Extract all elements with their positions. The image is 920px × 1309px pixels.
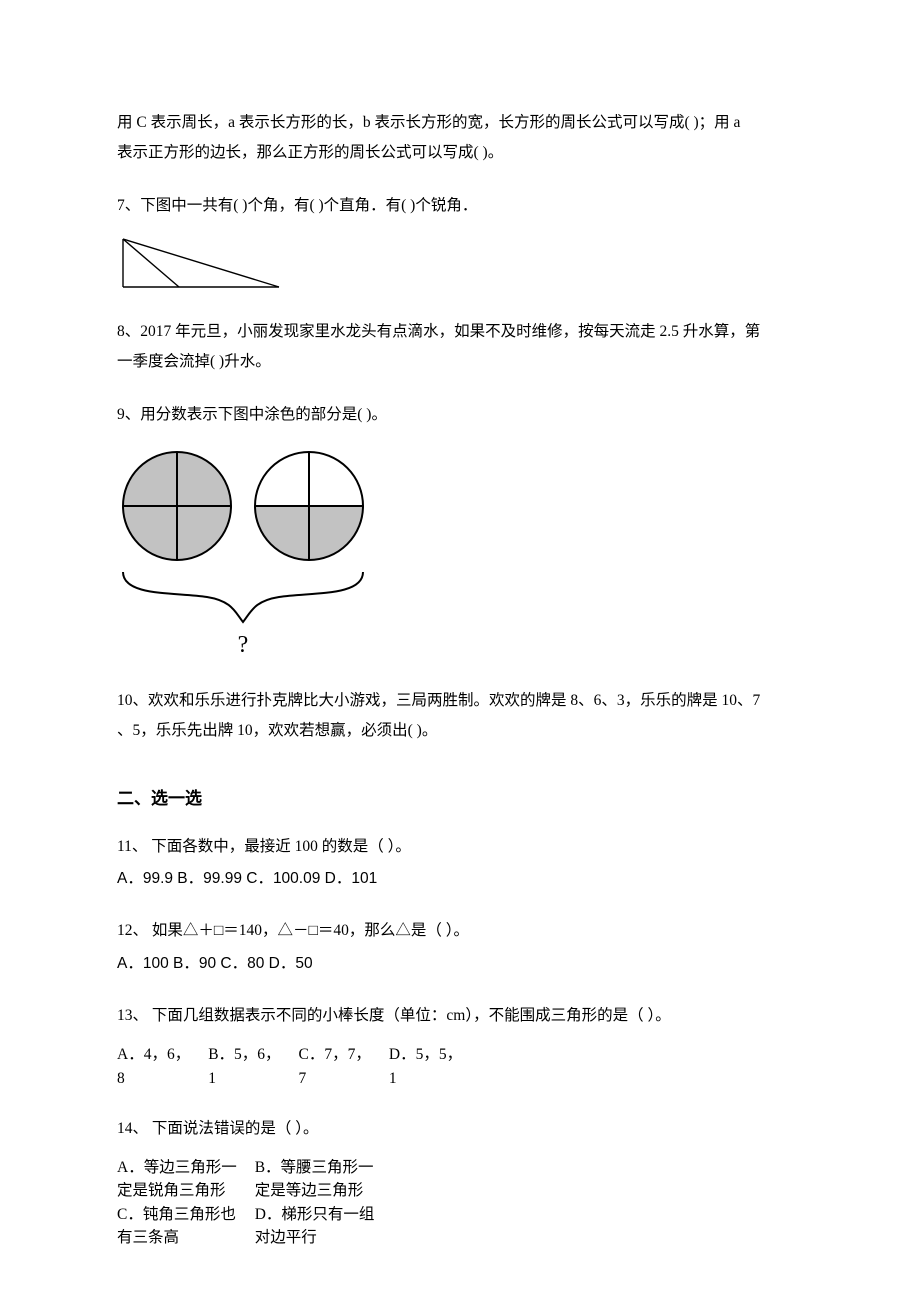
q8-line1: 8、2017 年元旦，小丽发现家里水龙头有点滴水，如果不及时维修，按每天流走 2… <box>117 319 803 345</box>
q7-figure <box>117 233 803 293</box>
q14-opt-b1: B．等腰三角形一 <box>255 1156 393 1179</box>
q13-opt-d1: D．5，5， <box>389 1043 480 1066</box>
q14-opt-c1: C．钝角三角形也 <box>117 1203 255 1226</box>
q12-stem: 12、 如果△＋□＝140，△－□＝40，那么△是（ ）。 <box>117 918 803 944</box>
q13-opt-c1: C．7，7， <box>299 1043 389 1066</box>
q14-options: A．等边三角形一 B．等腰三角形一 定是锐角三角形 定是等边三角形 C．钝角三角… <box>117 1156 392 1249</box>
q9-qmark: ? <box>238 632 249 658</box>
q14-opt-d1: D．梯形只有一组 <box>255 1203 393 1226</box>
q13-opt-d2: 1 <box>389 1067 480 1090</box>
q13-opt-b2: 1 <box>208 1067 298 1090</box>
intro-line1: 用 C 表示周长，a 表示长方形的长，b 表示长方形的宽，长方形的周长公式可以写… <box>117 110 803 136</box>
q14-stem: 14、 下面说法错误的是（ ）。 <box>117 1116 803 1142</box>
q12-options: A．100 B．90 C．80 D．50 <box>117 951 803 977</box>
q13-opt-b1: B．5，6， <box>208 1043 298 1066</box>
q14-opt-c2: 有三条高 <box>117 1226 255 1249</box>
section2-heading: 二、选一选 <box>117 785 803 814</box>
q9-text: 9、用分数表示下图中涂色的部分是( )。 <box>117 402 803 428</box>
intro-line2: 表示正方形的边长，那么正方形的周长公式可以写成( )。 <box>117 140 803 166</box>
q8-line2: 一季度会流掉( )升水。 <box>117 349 803 375</box>
q13-options: A．4，6， B．5，6， C．7，7， D．5，5， 8 1 7 1 <box>117 1043 480 1090</box>
q9-figure: ? <box>117 442 803 662</box>
q11-stem: 11、 下面各数中，最接近 100 的数是（ ）。 <box>117 834 803 860</box>
q13-opt-a2: 8 <box>117 1067 208 1090</box>
q14-opt-d2: 对边平行 <box>255 1226 393 1249</box>
q14-opt-a1: A．等边三角形一 <box>117 1156 255 1179</box>
q11-options: A．99.9 B．99.99 C．100.09 D．101 <box>117 866 803 892</box>
page: 用 C 表示周长，a 表示长方形的长，b 表示长方形的宽，长方形的周长公式可以写… <box>0 0 920 1309</box>
q10-line2: 、5，乐乐先出牌 10，欢欢若想赢，必须出( )。 <box>117 718 803 744</box>
q14-opt-a2: 定是锐角三角形 <box>117 1179 255 1202</box>
q14-opt-b2: 定是等边三角形 <box>255 1179 393 1202</box>
q7-text: 7、下图中一共有( )个角，有( )个直角．有( )个锐角． <box>117 193 803 219</box>
q10-line1: 10、欢欢和乐乐进行扑克牌比大小游戏，三局两胜制。欢欢的牌是 8、6、3，乐乐的… <box>117 688 803 714</box>
q13-opt-a1: A．4，6， <box>117 1043 208 1066</box>
q13-opt-c2: 7 <box>299 1067 389 1090</box>
q13-stem: 13、 下面几组数据表示不同的小棒长度（单位：cm），不能围成三角形的是（ ）。 <box>117 1003 803 1029</box>
